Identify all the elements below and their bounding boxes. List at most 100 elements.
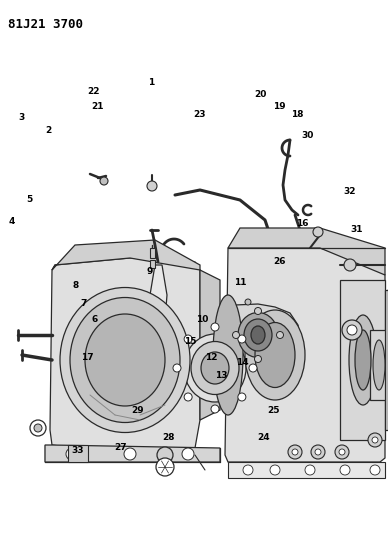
Text: 7: 7 [80,300,87,308]
Polygon shape [150,265,167,320]
Circle shape [311,445,325,459]
Circle shape [157,447,173,463]
Text: 6: 6 [92,316,98,324]
Text: 20: 20 [255,91,267,99]
Circle shape [66,448,78,460]
Circle shape [30,420,46,436]
Ellipse shape [349,315,377,405]
Polygon shape [228,462,385,478]
Text: 10: 10 [196,316,208,324]
Circle shape [335,445,349,459]
Circle shape [249,364,257,372]
Text: 3: 3 [18,113,24,122]
Circle shape [339,449,345,455]
Circle shape [100,177,108,185]
Ellipse shape [85,314,165,406]
Text: 18: 18 [291,110,303,119]
Circle shape [270,465,280,475]
Text: 26: 26 [273,257,286,265]
Text: 9: 9 [146,268,152,276]
Text: 24: 24 [258,433,270,441]
Circle shape [372,437,378,443]
Text: 81J21 3700: 81J21 3700 [8,18,83,31]
Polygon shape [225,248,385,462]
Polygon shape [52,240,200,270]
Circle shape [238,393,246,401]
Ellipse shape [191,342,239,394]
Circle shape [147,181,157,191]
Text: 16: 16 [296,220,309,228]
Ellipse shape [238,312,278,358]
Text: 33: 33 [71,446,84,455]
Polygon shape [200,270,220,420]
Text: 8: 8 [73,281,79,289]
Text: 12: 12 [205,353,218,361]
Circle shape [238,335,246,343]
Circle shape [370,465,380,475]
Text: 19: 19 [273,102,286,111]
Polygon shape [50,258,200,455]
Circle shape [182,448,194,460]
Circle shape [211,405,219,413]
Text: 5: 5 [26,196,32,204]
Ellipse shape [373,340,385,390]
Text: 4: 4 [9,217,15,225]
Circle shape [211,323,219,331]
Circle shape [245,299,251,305]
Text: 11: 11 [234,278,247,287]
Circle shape [305,465,315,475]
Text: 14: 14 [236,358,249,367]
Ellipse shape [251,326,265,344]
Circle shape [277,332,284,338]
Polygon shape [228,228,385,275]
Ellipse shape [60,287,190,432]
Text: 2: 2 [45,126,52,135]
Circle shape [156,458,174,476]
Circle shape [232,332,239,338]
Ellipse shape [201,352,229,384]
Circle shape [184,335,192,343]
Circle shape [368,433,382,447]
Text: 17: 17 [81,353,94,361]
Circle shape [315,449,321,455]
Text: 13: 13 [215,372,227,380]
Text: 27: 27 [114,443,126,452]
Circle shape [292,449,298,455]
Text: 15: 15 [184,337,196,345]
Text: 30: 30 [301,132,314,140]
Text: 28: 28 [163,433,175,441]
Text: 29: 29 [132,406,144,415]
Circle shape [173,364,181,372]
Circle shape [255,308,262,314]
Circle shape [288,445,302,459]
Text: 25: 25 [267,406,280,415]
Circle shape [344,259,356,271]
Circle shape [313,227,323,237]
Text: 21: 21 [91,102,103,111]
Circle shape [347,325,357,335]
Text: 22: 22 [88,87,100,96]
Ellipse shape [245,310,305,400]
Text: 32: 32 [343,188,355,196]
Polygon shape [68,445,88,462]
Polygon shape [45,445,220,462]
Circle shape [184,393,192,401]
Circle shape [255,356,262,362]
Circle shape [340,465,350,475]
Circle shape [342,320,362,340]
Polygon shape [340,280,385,440]
Polygon shape [228,304,300,362]
Text: 23: 23 [194,110,206,119]
Text: 31: 31 [351,225,363,233]
Polygon shape [150,260,155,268]
Ellipse shape [244,319,272,351]
Ellipse shape [255,322,295,387]
Polygon shape [370,330,388,400]
Text: 1: 1 [148,78,154,87]
Polygon shape [385,290,388,430]
Ellipse shape [355,330,371,390]
Ellipse shape [70,297,180,423]
Polygon shape [150,248,155,258]
Circle shape [243,465,253,475]
Circle shape [34,424,42,432]
